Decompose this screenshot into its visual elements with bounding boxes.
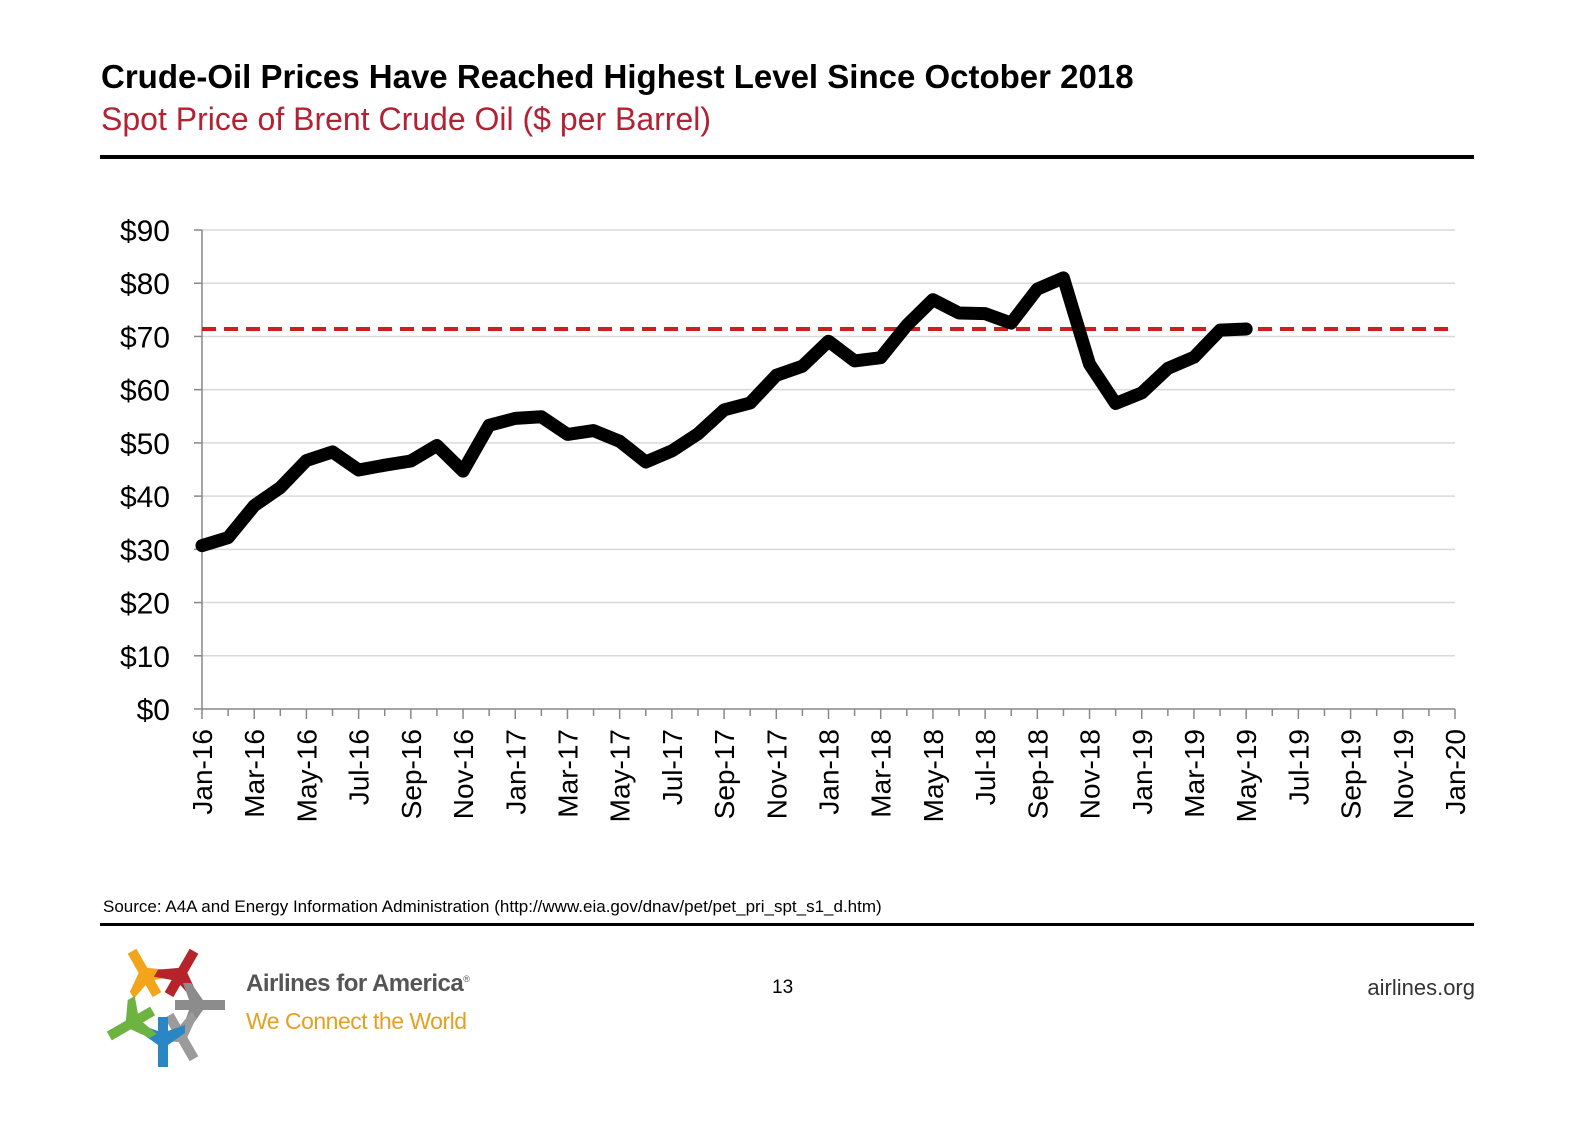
x-tick-label: Jan-19	[1127, 729, 1158, 815]
chart-subtitle: Spot Price of Brent Crude Oil ($ per Bar…	[101, 101, 712, 137]
x-tick-label: Jul-17	[657, 729, 688, 805]
chart-title: Crude-Oil Prices Have Reached Highest Le…	[101, 58, 1134, 95]
x-tick-label: May-18	[918, 729, 949, 822]
tick-labels: $0 $10 $20 $30 $40 $50 $60 $70 $80 $90 Jan-16 Mar-1…	[120, 215, 1471, 822]
brand-tagline: We Connect the World	[246, 1008, 467, 1034]
y-tick-label: $0	[137, 694, 170, 727]
y-tick-label: $60	[120, 375, 170, 408]
page-number: 13	[772, 977, 794, 998]
grid-lines	[202, 229, 1455, 657]
y-tick-label: $90	[120, 215, 170, 248]
x-tick-label: Jul-19	[1283, 729, 1314, 805]
x-tick-label: Sep-16	[396, 729, 427, 819]
x-tick-label: Jan-18	[814, 729, 845, 815]
y-tick-label: $20	[120, 588, 170, 621]
y-tick-label: $80	[120, 268, 170, 301]
x-tick-label: Nov-19	[1388, 729, 1419, 819]
x-tick-label: Mar-18	[866, 729, 897, 818]
x-tick-label: Jan-20	[1440, 729, 1471, 815]
x-tick-label: Sep-17	[709, 729, 740, 819]
x-tick-label: Nov-16	[448, 729, 479, 819]
x-tick-label: Nov-18	[1075, 729, 1106, 819]
y-tick-label: $50	[120, 428, 170, 461]
series-line-0	[195, 271, 1253, 553]
x-tick-label: Mar-16	[239, 729, 270, 818]
y-tick-label: $40	[120, 481, 170, 514]
x-tick-label: Sep-18	[1022, 729, 1053, 819]
axes	[194, 229, 1456, 719]
x-tick-label: May-16	[291, 729, 322, 822]
x-tick-label: Jul-16	[344, 729, 375, 805]
x-tick-label: Mar-17	[552, 729, 583, 818]
source-note: Source: A4A and Energy Information Admin…	[103, 897, 882, 916]
x-tick-label: Jan-17	[500, 729, 531, 815]
series-layer	[195, 271, 1253, 553]
x-tick-label: May-19	[1231, 729, 1262, 822]
y-tick-label: $30	[120, 534, 170, 567]
footer-divider	[100, 923, 1474, 926]
website-label: airlines.org	[1367, 975, 1475, 1000]
header-divider	[100, 155, 1474, 159]
y-tick-label: $10	[120, 641, 170, 674]
x-tick-label: Sep-19	[1336, 729, 1367, 819]
y-tick-label: $70	[120, 321, 170, 354]
x-tick-label: Nov-17	[761, 729, 792, 819]
x-tick-label: Jul-18	[970, 729, 1001, 805]
oil-price-chart: $0 $10 $20 $30 $40 $50 $60 $70 $80 $90 Jan-16 Mar-1…	[120, 215, 1471, 822]
x-tick-label: Mar-19	[1179, 729, 1210, 818]
airlines-logo-icon	[106, 948, 225, 1067]
brand-name: Airlines for America®	[246, 970, 470, 997]
x-tick-label: Jan-16	[187, 729, 218, 815]
x-tick-label: May-17	[605, 729, 636, 822]
